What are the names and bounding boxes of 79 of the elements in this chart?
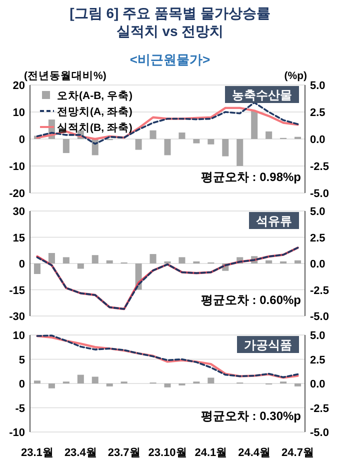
annotation: 가공식품 xyxy=(244,338,292,352)
bar xyxy=(34,264,40,274)
y2-tick-label: 2.5 xyxy=(310,354,326,366)
annotation: 평균오차 : 0.98%p xyxy=(200,170,301,184)
bar xyxy=(77,264,84,269)
y-tick-label: -20 xyxy=(9,188,25,200)
bar xyxy=(150,254,156,264)
bar xyxy=(92,376,98,384)
x-tick-label: 23.10월 xyxy=(148,447,187,459)
y2-tick-label: 0.0 xyxy=(310,378,326,390)
y2-tick-label: 2.5 xyxy=(310,107,326,119)
y-tick-label: 10 xyxy=(12,107,25,119)
y2-tick-label: -5.0 xyxy=(310,188,329,200)
y2-tick-label: 5.0 xyxy=(310,206,326,218)
legend-label: 오차(A-B, 우축) xyxy=(57,90,132,102)
bar xyxy=(208,139,214,144)
bar xyxy=(294,260,302,264)
y2-tick-label: 0.0 xyxy=(310,258,326,270)
x-tick-label: 23.4월 xyxy=(64,447,97,459)
x-tick-label: 23.1월 xyxy=(21,447,54,459)
chart-title: [그림 6] 주요 품목별 물가상승률 실적치 vs 전망치 xyxy=(70,5,270,39)
bar xyxy=(62,257,70,264)
bar xyxy=(236,139,244,166)
y2-tick-label: 5.0 xyxy=(310,80,326,92)
bar xyxy=(48,384,55,388)
x-tick-label: 24.4월 xyxy=(238,447,271,459)
bar xyxy=(178,132,186,139)
y-tick-label: 0 xyxy=(18,134,25,146)
legend-label: 실적치(B, 좌축) xyxy=(57,122,132,134)
annotation: 평균오차 : 0.30%p xyxy=(200,409,301,423)
bar xyxy=(164,139,171,156)
y-tick-label: 0 xyxy=(18,258,25,270)
y-tick-label: -15 xyxy=(9,284,25,297)
bar xyxy=(193,139,200,144)
y-tick-label: -5 xyxy=(15,402,25,415)
y-tick-label: -10 xyxy=(9,427,25,439)
bar xyxy=(48,253,55,264)
bar xyxy=(164,384,171,388)
bar xyxy=(150,130,156,139)
y2-tick-label: -5.0 xyxy=(310,427,329,439)
y-tick-label: 15 xyxy=(12,232,25,244)
bar xyxy=(251,110,258,139)
legend-label: 전망치(A, 좌축) xyxy=(57,106,132,118)
y2-tick-label: -2.5 xyxy=(310,161,329,173)
annotation: 농축수산물 xyxy=(232,88,292,102)
bar xyxy=(266,131,272,139)
y-axis-title: (전년동월대비%) xyxy=(24,70,106,82)
bar xyxy=(34,380,40,384)
y2-tick-label: -2.5 xyxy=(310,284,329,297)
y-tick-label: 0 xyxy=(18,378,25,390)
bar xyxy=(294,384,302,386)
bar xyxy=(266,260,272,264)
y2-axis-title: (%p) xyxy=(284,70,307,82)
bar xyxy=(106,384,113,386)
y-tick-label: -10 xyxy=(9,161,25,173)
y2-tick-label: 2.5 xyxy=(310,232,326,244)
y-tick-label: 5 xyxy=(18,354,25,366)
annotation: 평균오차 : 0.60%p xyxy=(200,293,301,307)
y-tick-label: 20 xyxy=(12,80,25,92)
bar xyxy=(135,139,142,150)
x-tick-label: 23.7월 xyxy=(108,447,140,459)
x-tick-label: 24.1월 xyxy=(194,447,228,459)
chart-subtitle: <비근원물가> xyxy=(130,52,210,67)
y2-tick-label: 0.0 xyxy=(310,134,326,146)
x-tick-label: 24.7월 xyxy=(282,447,314,459)
annotation: 석유류 xyxy=(256,214,292,228)
y-tick-label: -30 xyxy=(9,311,25,323)
bar xyxy=(106,260,113,264)
bar xyxy=(222,139,229,156)
bar xyxy=(178,257,186,264)
y-tick-label: 30 xyxy=(12,206,25,218)
y2-tick-label: -5.0 xyxy=(310,311,329,323)
y-tick-label: 10 xyxy=(12,330,25,342)
bar xyxy=(62,139,70,154)
bar xyxy=(92,255,98,264)
y2-tick-label: -2.5 xyxy=(310,402,329,415)
bar xyxy=(208,378,214,384)
bar xyxy=(77,374,84,384)
y2-tick-label: 5.0 xyxy=(310,330,326,342)
